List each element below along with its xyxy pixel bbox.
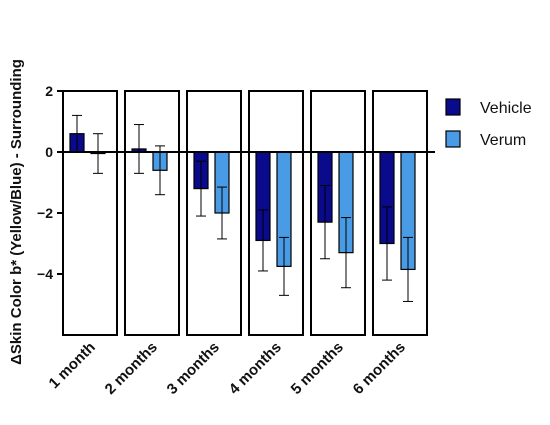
category-panel — [372, 90, 428, 336]
category-group: 3 months — [164, 90, 242, 398]
error-bar — [279, 236, 289, 296]
category-group: 1 month — [46, 90, 118, 392]
legend-label: Verum — [480, 132, 526, 149]
error-bar — [382, 206, 392, 281]
y-tick-label: 2 — [45, 83, 53, 99]
legend-swatch — [445, 130, 461, 148]
x-tick-label: 5 months — [288, 339, 347, 398]
category-panel — [124, 90, 180, 336]
category-group: 6 months — [350, 90, 428, 398]
error-bar — [93, 133, 103, 174]
plot-area: 2 0 −2 −4 1 month 2 months 3 months 4 months 5 m… — [37, 83, 435, 398]
error-bar — [134, 124, 144, 174]
x-tick-label: 6 months — [350, 339, 409, 398]
category-panel — [186, 90, 242, 336]
legend-item-verum: Verum — [445, 130, 526, 149]
category-group: 5 months — [288, 90, 366, 398]
category-group: 2 months — [102, 90, 180, 398]
x-tick-label: 4 months — [226, 339, 285, 398]
category-group: 4 months — [226, 90, 304, 398]
category-panel — [62, 90, 118, 336]
error-bar — [320, 185, 330, 260]
error-bar — [341, 217, 351, 289]
x-tick-label: 3 months — [164, 339, 223, 398]
legend: Vehicle Verum — [445, 98, 532, 149]
y-tick-label: −2 — [37, 205, 53, 221]
error-bar — [217, 186, 227, 240]
x-tick-label: 1 month — [46, 339, 99, 392]
y-tick-label: −4 — [37, 266, 53, 282]
error-bar — [403, 236, 413, 302]
y-tick-label: 0 — [45, 144, 53, 160]
error-bar — [155, 145, 165, 196]
error-bar — [258, 209, 268, 272]
category-panel — [248, 90, 304, 336]
x-tick-label: 2 months — [102, 339, 161, 398]
y-axis-title: ΔSkin Color b* (Yellow/Blue) - Surroundi… — [8, 59, 25, 365]
legend-label: Vehicle — [480, 100, 532, 117]
error-bar — [196, 160, 206, 217]
legend-swatch — [445, 98, 461, 116]
category-panel — [310, 90, 366, 336]
legend-item-vehicle: Vehicle — [445, 98, 532, 117]
